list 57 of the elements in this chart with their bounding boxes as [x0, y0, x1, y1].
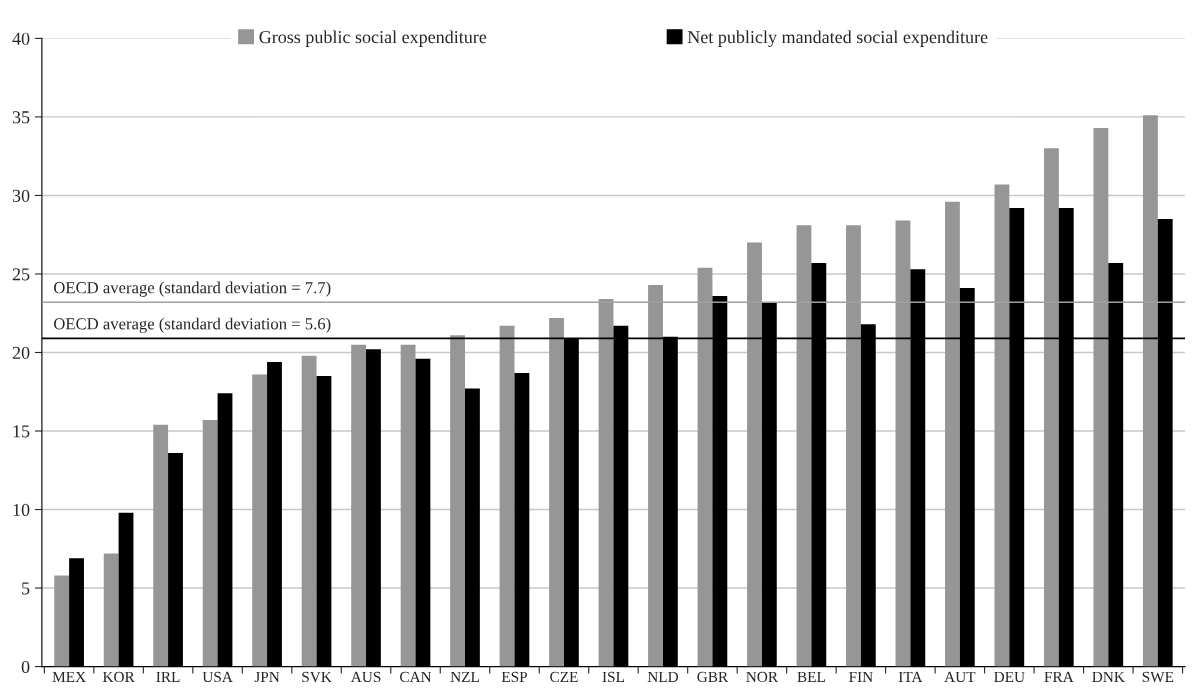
x-tick-label: BEL [797, 671, 825, 682]
bar [301, 355, 317, 667]
y-tick-label: 30 [12, 189, 30, 202]
x-tick-label: NZL [450, 671, 479, 682]
x-tick-label: SVK [302, 671, 332, 683]
bar [54, 575, 70, 667]
x-tick-label: CZE [550, 671, 578, 683]
x-tick-label: FIN [849, 671, 873, 682]
x-tick-label: ESP [501, 671, 528, 683]
x-tick-label: CAN [400, 671, 432, 683]
bar [217, 393, 233, 667]
x-tick-label: USA [202, 671, 233, 683]
bar [168, 453, 183, 667]
bar [118, 512, 134, 667]
x-tick-label: AUT [944, 671, 976, 683]
x-tick-label: KOR [102, 671, 135, 683]
bar [153, 424, 169, 667]
y-tick-label: 0 [21, 660, 30, 674]
x-tick-label: ISL [602, 671, 624, 683]
bar [366, 349, 381, 667]
bar [415, 358, 431, 667]
y-tick-label: 20 [12, 346, 30, 359]
y-tick-label: 35 [12, 111, 30, 124]
annotation: OECD average (standard deviation = 7.7) [54, 281, 331, 297]
x-tick-label: IRL [156, 671, 180, 682]
x-tick-label: FRA [1044, 671, 1074, 682]
x-tick-label: NLD [647, 671, 679, 682]
legend-label: Net publicly mandated social expenditure [687, 30, 988, 47]
y-tick-label: 10 [13, 503, 30, 516]
annotation: OECD average (standard deviation = 5.6) [54, 317, 331, 333]
y-tick-label: 5 [22, 582, 30, 595]
x-tick-label: GBR [697, 671, 729, 683]
y-tick-label: 15 [13, 425, 30, 438]
bar [316, 376, 332, 667]
bar [202, 420, 218, 667]
bar [252, 374, 268, 667]
bar [514, 372, 530, 667]
x-tick-label: MEX [52, 671, 86, 682]
bar [549, 317, 564, 667]
bar [69, 558, 84, 667]
y-tick-label: 25 [12, 268, 30, 281]
bar [267, 361, 282, 667]
bar [499, 325, 515, 667]
bar [103, 553, 119, 667]
bar [400, 344, 416, 667]
bar [351, 344, 367, 667]
x-tick-label: DNK [1092, 671, 1125, 682]
x-tick-label: AUS [350, 671, 381, 683]
bar [465, 388, 480, 667]
x-tick-label: JPN [254, 671, 280, 683]
bar [450, 335, 465, 667]
y-tick-label: 40 [12, 32, 30, 45]
legend-label: Gross public social expenditure [259, 30, 487, 47]
x-tick-label: DEU [994, 671, 1025, 683]
x-tick-label: NOR [746, 671, 779, 683]
x-tick-label: ITA [898, 671, 923, 682]
x-tick-label: SWE [1142, 671, 1174, 683]
